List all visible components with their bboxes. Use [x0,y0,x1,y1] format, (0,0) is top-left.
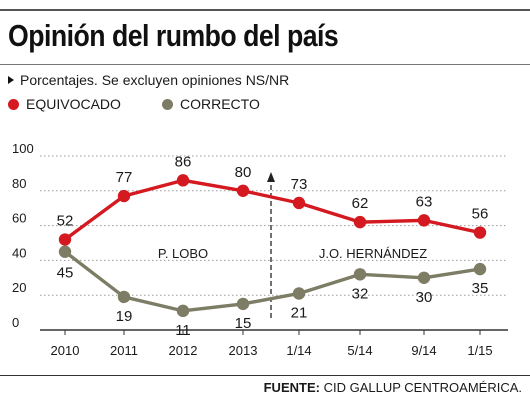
y-axis-tick-labels: 0 20 40 60 80 100 [12,141,34,330]
data-label-correcto-9/14: 30 [416,289,433,306]
source-credit: FUENTE: CID GALLUP CENTROAMÉRICA. [264,380,522,395]
legend-label-correcto: CORRECTO [180,96,260,112]
point-correcto-2010 [58,245,72,258]
y-tick-20: 20 [12,280,26,295]
chart-note-text: Porcentajes. Se excluyen opiniones NS/NR [20,72,290,88]
point-correcto-9/14 [417,271,431,284]
arrow-up-icon [267,172,275,182]
data-label-correcto-5/14: 32 [352,285,369,302]
chart-title: Opinión del rumbo del país [8,18,339,53]
source-text: CID GALLUP CENTROAMÉRICA. [323,380,522,395]
point-equivocado-1/14 [292,196,306,210]
period-annotations: P. LOBO J.O. HERNÁNDEZ [158,246,427,261]
data-label-correcto-2010: 45 [57,265,74,282]
data-label-equivocado-5/14: 62 [352,195,369,212]
point-correcto-2012 [176,304,190,318]
y-tick-80: 80 [12,176,26,191]
annotation-1: J.O. HERNÁNDEZ [319,246,427,261]
point-equivocado-2012 [176,174,190,187]
legend-swatch-equivocado [8,99,19,110]
data-label-equivocado-2011: 77 [116,169,133,186]
data-label-equivocado-1/15: 56 [472,206,489,223]
source-label: FUENTE: [263,380,320,395]
point-correcto-1/15 [473,262,487,276]
x-tick-1/15: 1/15 [467,343,492,358]
point-correcto-5/14 [353,268,367,281]
legend-item-equivocado: EQUIVOCADO [8,96,121,112]
point-equivocado-5/14 [353,215,367,229]
x-tick-9/14: 9/14 [411,343,436,358]
legend-item-correcto: CORRECTO [162,96,260,112]
annotation-0: P. LOBO [158,246,208,261]
data-label-equivocado-2010: 52 [57,213,74,230]
point-equivocado-1/15 [473,226,487,239]
data-label-correcto-1/14: 21 [291,304,308,321]
legend-label-equivocado: EQUIVOCADO [26,96,121,112]
y-tick-40: 40 [12,245,26,260]
data-label-equivocado-1/14: 73 [291,176,308,193]
y-tick-100: 100 [12,141,34,156]
top-rule [0,9,530,11]
x-axis-tick-labels: 2010 2011 2012 2013 1/14 5/14 9/14 1/15 [51,330,493,358]
data-label-correcto-2011: 19 [116,308,133,325]
point-equivocado-2011 [117,189,131,203]
triangle-bullet-icon [8,76,14,84]
x-tick-2010: 2010 [51,343,80,358]
series-lines [58,174,487,318]
footer-rule [0,375,530,376]
x-tick-2011: 2011 [110,343,138,358]
grid-lines [40,155,508,331]
data-label-equivocado-2012: 86 [175,153,192,170]
point-correcto-2011 [117,290,131,304]
y-tick-0: 0 [12,315,19,330]
point-equivocado-2010 [58,233,72,246]
data-label-equivocado-2013: 80 [235,164,252,181]
point-correcto-2013 [236,297,250,311]
chart-note: Porcentajes. Se excluyen opiniones NS/NR [8,72,289,88]
x-tick-5/14: 5/14 [347,343,372,358]
x-tick-2013: 2013 [229,343,258,358]
y-tick-60: 60 [12,211,26,226]
series-line-equivocado [63,178,482,242]
data-label-correcto-2013: 15 [235,315,252,332]
data-label-equivocado-9/14: 63 [416,193,433,210]
x-tick-2012: 2012 [169,343,198,358]
x-tick-1/14: 1/14 [286,343,311,358]
point-equivocado-9/14 [417,214,431,227]
title-rule [0,64,530,65]
point-correcto-1/14 [292,287,306,300]
data-label-correcto-1/15: 35 [472,280,489,297]
point-equivocado-2013 [236,184,250,197]
period-divider [267,172,275,318]
series-line-correcto [63,249,482,313]
legend-swatch-correcto [162,99,173,110]
